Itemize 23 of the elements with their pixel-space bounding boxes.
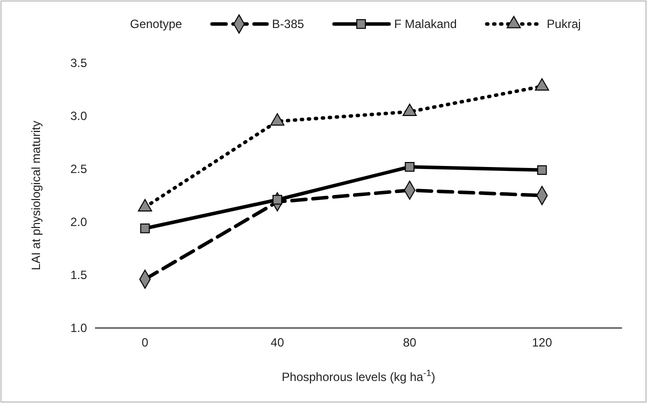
y-tick-label: 3.5	[70, 56, 88, 70]
point	[404, 162, 414, 172]
point	[402, 104, 417, 116]
point	[270, 113, 284, 126]
legend-label: Pukraj	[546, 17, 581, 31]
legend-label: B-385	[272, 17, 304, 31]
point	[534, 78, 550, 91]
x-tick-label: 0	[142, 336, 149, 350]
point	[272, 194, 282, 205]
point	[140, 224, 150, 234]
x-axis-title: Phosphorous levels (kg ha$^{-1}$)	[282, 368, 436, 384]
y-tick-label: 1.0	[70, 320, 88, 335]
x-tick-label: 80	[402, 336, 417, 350]
y-tick-label: 3.0	[70, 108, 88, 123]
y-tick-label: 2.5	[70, 162, 88, 176]
y-axis-title: LAI at physiological maturity	[29, 120, 43, 270]
y-tick-label: 1.5	[70, 268, 88, 282]
legend-title: Genotype	[130, 17, 182, 31]
point	[537, 165, 547, 175]
legend-label: F Malakand	[394, 17, 457, 31]
x-tick-label: 120	[532, 336, 552, 350]
x-tick-label: 40	[270, 336, 284, 350]
y-tick-label: 2.0	[70, 214, 88, 229]
